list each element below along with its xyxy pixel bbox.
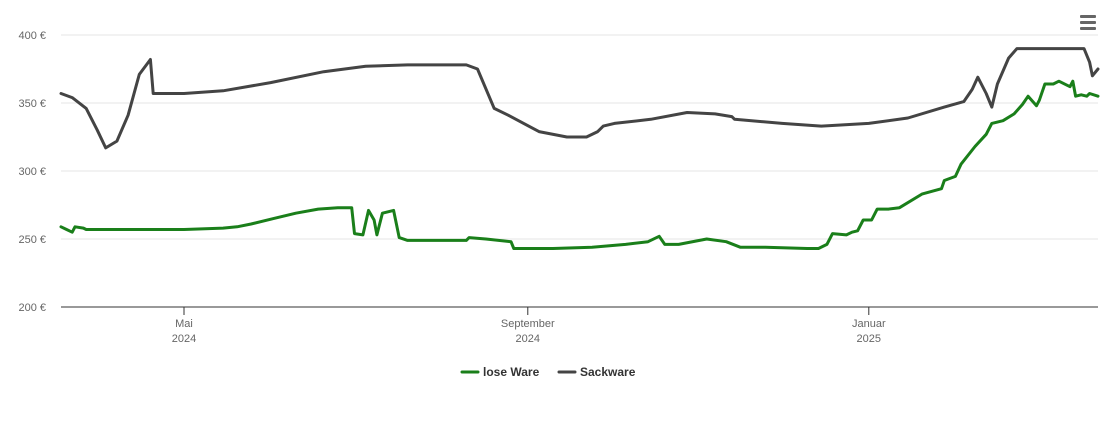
series-line-sackware[interactable] — [59, 47, 1100, 150]
y-tick-label: 400 € — [18, 30, 46, 42]
x-tick-month: Mai — [175, 318, 193, 330]
y-tick-label: 300 € — [18, 166, 46, 178]
series-line-lose-ware[interactable] — [59, 79, 1100, 250]
legend: lose Ware Sackware — [460, 365, 636, 379]
legend-label: Sackware — [580, 365, 636, 379]
x-tick-year: 2024 — [172, 333, 196, 345]
x-tick-month: September — [501, 318, 555, 330]
grid-lines — [61, 34, 1098, 240]
legend-label: lose Ware — [483, 365, 540, 379]
legend-item[interactable]: Sackware — [557, 365, 636, 379]
y-tick-label: 350 € — [18, 98, 46, 110]
axes: 200 € 250 € 300 € 350 € 400 € Mai 2024 Septembe… — [18, 30, 1098, 345]
x-tick-month: Januar — [852, 318, 886, 330]
y-tick-label: 250 € — [18, 234, 46, 246]
y-tick-label: 200 € — [18, 302, 46, 314]
x-tick-year: 2024 — [516, 333, 540, 345]
hamburger-menu-icon[interactable] — [1076, 10, 1100, 34]
x-tick-year: 2025 — [857, 333, 881, 345]
legend-item[interactable]: lose Ware — [460, 365, 540, 379]
series-lines — [59, 47, 1100, 250]
